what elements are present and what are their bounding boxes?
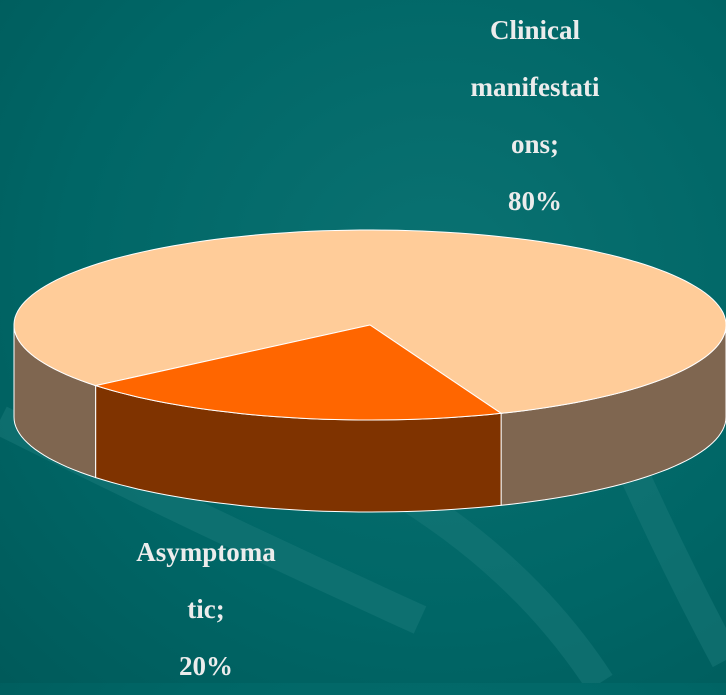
slice-label: Asymptomatic; 20% [136,524,276,695]
value-label: 80% [508,186,562,216]
slice-label: Clinical manifestations; 80% [470,2,600,230]
value-label: 20% [179,651,233,681]
category-label: Clinical manifestations; [470,15,600,159]
slice [93,324,503,421]
category-label: Asymptomatic; [136,537,276,624]
slice [13,229,726,414]
